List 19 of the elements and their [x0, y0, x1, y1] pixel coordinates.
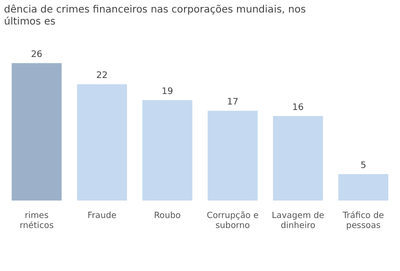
bar: [77, 84, 127, 201]
bar: [208, 110, 258, 201]
x-tick-label: Fraude: [88, 210, 116, 221]
chart-title: dência de crimes financeiros nas corporações mundiais, nos últimos es: [4, 4, 306, 28]
x-tick-label: Corrupção e suborno: [206, 210, 259, 232]
data-label: 26: [30, 50, 43, 60]
bar: [142, 100, 192, 201]
bar: [338, 174, 388, 201]
x-tick-label: Roubo: [154, 210, 181, 221]
bar: [12, 63, 62, 201]
data-label: 19: [162, 86, 174, 97]
bar: [273, 116, 323, 201]
x-tick-label: rimes rnéticos: [20, 210, 54, 232]
data-label: 22: [96, 71, 108, 82]
data-label: 5: [360, 161, 366, 172]
data-label: 17: [226, 98, 238, 108]
data-label: 16: [292, 102, 304, 113]
x-tick-label: Lavagem de dinheiro: [272, 210, 324, 232]
x-tick-label: Tráfico de pessoas: [342, 210, 384, 232]
